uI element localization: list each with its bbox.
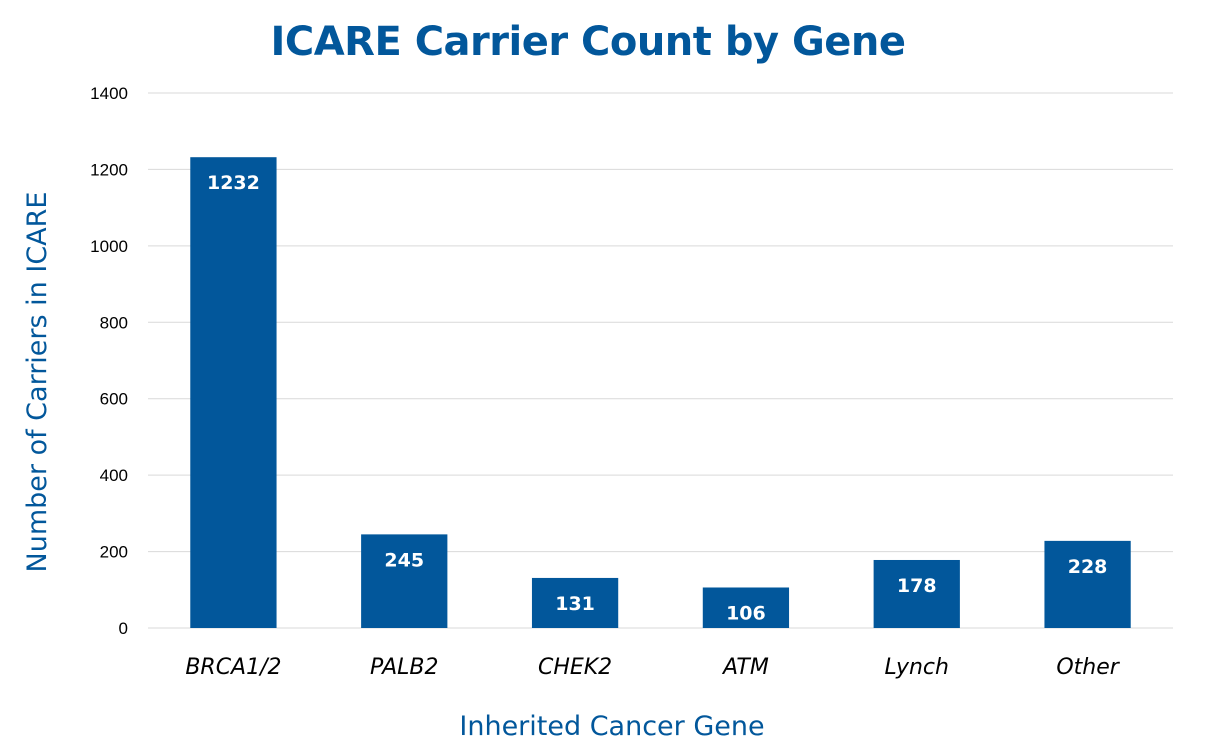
bar bbox=[531, 577, 619, 628]
y-tick-label: 400 bbox=[100, 466, 128, 485]
y-tick-label: 1400 bbox=[90, 84, 128, 103]
bar bbox=[1044, 540, 1131, 628]
x-category-label: ATM bbox=[721, 655, 769, 680]
x-category-label: Other bbox=[1056, 655, 1120, 680]
x-category-label: PALB2 bbox=[370, 655, 439, 680]
y-tick-label: 1200 bbox=[90, 160, 128, 179]
bar-value-label: 178 bbox=[897, 575, 937, 597]
gridlines bbox=[148, 92, 1173, 629]
bar-value-label: 1232 bbox=[207, 172, 260, 194]
x-axis-title: Inherited Cancer Gene bbox=[459, 711, 764, 741]
bar-value-label: 106 bbox=[726, 602, 766, 624]
data-labels: 1232 245 131 106 178 228 bbox=[207, 172, 1107, 624]
chart-title: ICARE Carrier Count by Gene bbox=[270, 19, 905, 65]
bar bbox=[190, 157, 277, 628]
y-tick-label: 0 bbox=[119, 619, 128, 638]
x-category-label: BRCA1/2 bbox=[185, 655, 281, 680]
y-tick-label: 1000 bbox=[90, 237, 128, 256]
bar-value-label: 245 bbox=[384, 549, 424, 571]
y-axis-title: Number of Carriers in ICARE bbox=[22, 192, 53, 573]
x-category-label: Lynch bbox=[885, 655, 949, 680]
x-category-label: CHEK2 bbox=[538, 655, 612, 680]
y-axis-ticks: 0 200 400 600 800 1000 1200 1400 bbox=[90, 84, 128, 638]
bars bbox=[190, 157, 1131, 628]
y-tick-label: 600 bbox=[100, 390, 128, 409]
bar bbox=[702, 587, 790, 628]
bar bbox=[873, 559, 960, 628]
x-axis-categories: BRCA1/2 PALB2 CHEK2 ATM Lynch Other bbox=[185, 655, 1120, 680]
y-tick-label: 800 bbox=[100, 313, 128, 332]
y-tick-label: 200 bbox=[100, 543, 128, 562]
bar bbox=[361, 534, 448, 628]
bar-value-label: 228 bbox=[1068, 556, 1108, 578]
bar-value-label: 131 bbox=[555, 593, 595, 615]
